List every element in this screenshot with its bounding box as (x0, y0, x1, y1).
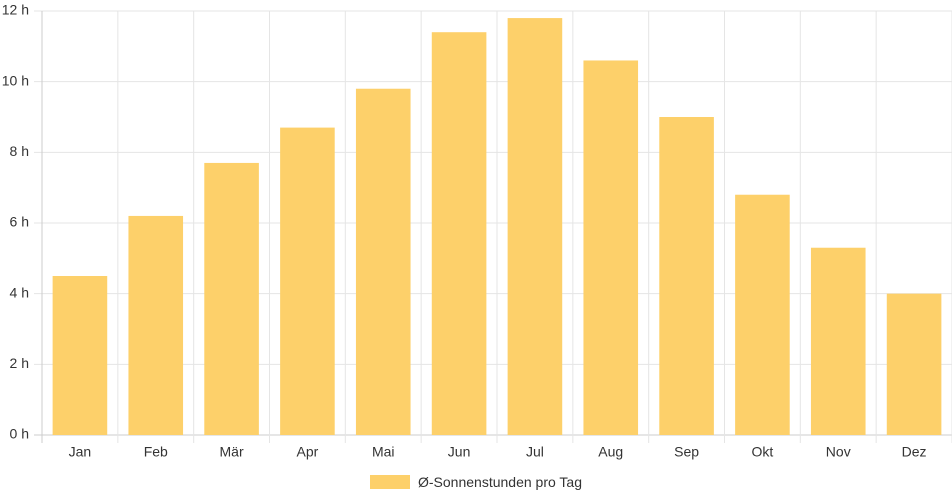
x-tick-label: Nov (826, 444, 851, 460)
x-tick-label: Sep (674, 444, 699, 460)
x-tick-label: Mär (220, 444, 244, 460)
bar-Jun (431, 32, 487, 435)
y-tick-label: 0 h (10, 426, 29, 442)
legend[interactable]: Ø-Sonnenstunden pro Tag (0, 472, 952, 492)
y-tick-label: 10 h (2, 72, 29, 88)
y-tick-label: 6 h (10, 214, 29, 230)
bar-Nov (810, 247, 866, 435)
bar-Jan (52, 276, 108, 435)
x-tick-label: Feb (144, 444, 168, 460)
x-tick-label: Apr (297, 444, 319, 460)
grid-lines (34, 10, 952, 443)
bar-Okt (735, 194, 790, 435)
legend-label: Ø-Sonnenstunden pro Tag (418, 474, 582, 490)
y-tick-label: 2 h (10, 355, 29, 371)
x-tick-label: Okt (752, 444, 774, 460)
x-tick-label: Aug (598, 444, 623, 460)
bar-Aug (583, 60, 639, 435)
bar-Jul (507, 18, 563, 436)
bar-Apr (280, 127, 335, 435)
y-tick-label: 8 h (10, 143, 29, 159)
bar-Feb (128, 215, 184, 435)
x-tick-label: Jul (526, 444, 544, 460)
x-tick-label: Dez (902, 444, 927, 460)
bar-Mär (204, 162, 259, 435)
y-tick-label: 12 h (2, 2, 29, 18)
x-tick-label: Jan (69, 444, 92, 460)
bars (52, 18, 942, 436)
bar-Dez (886, 293, 942, 435)
bar-Sep (659, 117, 714, 435)
bar-Mai (355, 88, 411, 435)
bar-chart: 0 h2 h4 h6 h8 h10 h12 h Jan Feb Mär Apr Mai J… (2, 2, 952, 460)
x-tick-label: Mai (372, 444, 395, 460)
x-axis-ticks: Jan Feb Mär Apr Mai Jun Jul Aug Sep Okt Nov Dez (69, 444, 927, 460)
legend-swatch (370, 475, 410, 489)
y-axis-ticks: 0 h 2 h 4 h 6 h 8 h 10 h 12 h (2, 2, 29, 442)
x-tick-label: Jun (448, 444, 471, 460)
y-tick-label: 4 h (10, 284, 29, 300)
